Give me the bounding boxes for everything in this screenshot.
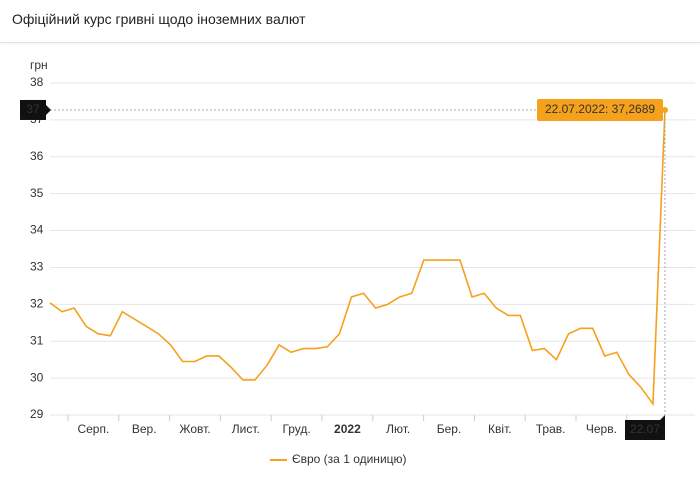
y-tick-label: 30 (30, 370, 44, 384)
crosshair-y-pointer (46, 104, 51, 115)
crosshair-x-label: 22.07 (630, 422, 660, 436)
tooltip-box (537, 98, 663, 121)
crosshair-x-box (625, 420, 665, 440)
y-tick-label: 33 (30, 260, 44, 274)
x-tick-label: Квіт. (488, 422, 512, 436)
x-tick-label: Вер. (132, 422, 157, 436)
y-tick-label: 36 (30, 149, 44, 163)
crosshair-y-box (20, 99, 46, 120)
x-tick-label: Трав. (536, 422, 566, 436)
y-tick-label: 29 (30, 407, 44, 421)
x-tick-label: Лист. (232, 422, 260, 436)
y-tick-label: 35 (30, 186, 44, 200)
crosshair-y-label: 37 (26, 102, 40, 116)
point-marker (662, 106, 668, 113)
x-tick-label: Жовт. (179, 422, 210, 436)
x-tick-label: 2022 (334, 422, 361, 436)
y-tick-label: 34 (30, 223, 44, 237)
x-tick-label: Груд. (282, 422, 310, 436)
header: Офіційний курс гривні щодо іноземних вал… (0, 0, 700, 43)
y-axis-label: грн (30, 58, 48, 72)
x-tick-label: Лют. (386, 422, 410, 436)
y-tick-label: 31 (30, 333, 44, 347)
legend-label: Євро (за 1 одиницю) (292, 452, 407, 466)
crosshair-x-pointer (660, 415, 665, 420)
y-tick-label: 38 (30, 75, 44, 89)
x-tick-label: Серп. (77, 422, 109, 436)
x-tick-label: Бер. (437, 422, 462, 436)
tooltip-text: 22.07.2022: 37,2689 (545, 102, 655, 116)
line-series (49, 109, 666, 407)
y-tick-label: 32 (30, 297, 44, 311)
x-tick-label: Черв. (586, 422, 617, 436)
header-title: Офіційний курс гривні щодо іноземних вал… (12, 11, 306, 27)
